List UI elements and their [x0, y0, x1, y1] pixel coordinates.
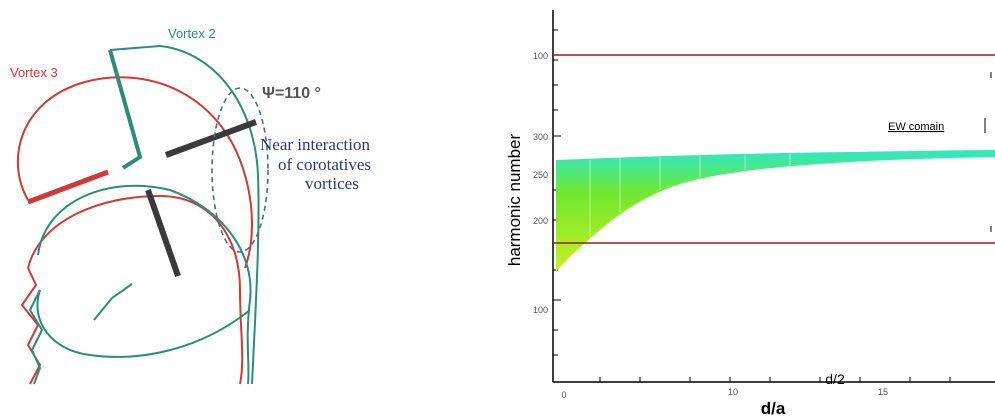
psi-label: Ψ=110 ° — [262, 85, 321, 102]
vortex2-curves — [28, 45, 260, 385]
y-tick-label: 300 — [533, 132, 548, 142]
interaction-dashed-ellipse — [211, 87, 269, 253]
x-axis-label: d/a — [761, 399, 786, 418]
harmonic-band — [556, 150, 995, 272]
vortex3-zigzag — [20, 267, 42, 385]
vortex3-label: Vortex 3 — [10, 65, 58, 80]
x-tick-label: 10 — [728, 387, 738, 397]
y-axis-label: harmonic number — [505, 134, 524, 267]
vortex2-arc-lower — [37, 184, 252, 385]
y-tick-label: 250 — [533, 170, 548, 180]
blade-upper — [164, 119, 258, 158]
vortex-diagram: Vortex 2 Vortex 3 Ψ=110 ° Near interacti… — [10, 26, 371, 385]
x-tick-label: 15 — [878, 387, 888, 397]
annotation-line-2: of corotatives — [278, 155, 371, 174]
vortex3-arc-lower — [27, 194, 244, 385]
y-tick-label: 100 — [533, 305, 548, 315]
vortex2-zigzag — [28, 289, 44, 385]
vortex3-arc-upper — [16, 76, 253, 269]
x-minor-ticks — [599, 377, 951, 382]
legend-box: EW comain — [880, 116, 988, 134]
y-tick-label: 100 — [533, 51, 548, 61]
vortex2-arc-outer — [159, 45, 260, 385]
inline-x-label: d/2 — [825, 371, 845, 387]
vortex2-thick-spine — [108, 49, 143, 170]
vortex2-top-line — [109, 45, 161, 51]
vortex2-label: Vortex 2 — [168, 26, 216, 41]
vortex2-hook — [93, 283, 133, 321]
legend-label: EW comain — [888, 121, 944, 133]
y-tick-label: 200 — [533, 216, 548, 226]
x-tick-label: 0 — [561, 390, 566, 400]
annotation-line-3: vortices — [305, 174, 359, 193]
vortex3-curves — [16, 76, 253, 385]
vortex3-thick-segment — [27, 169, 109, 205]
band-streaks — [589, 154, 791, 240]
blade-lower — [145, 189, 181, 277]
harmonic-plot: harmonic number 100 300 250 200 100 — [505, 10, 995, 418]
annotation-line-1: Near interaction — [260, 135, 370, 154]
vortex2-inner-curve — [36, 289, 251, 358]
